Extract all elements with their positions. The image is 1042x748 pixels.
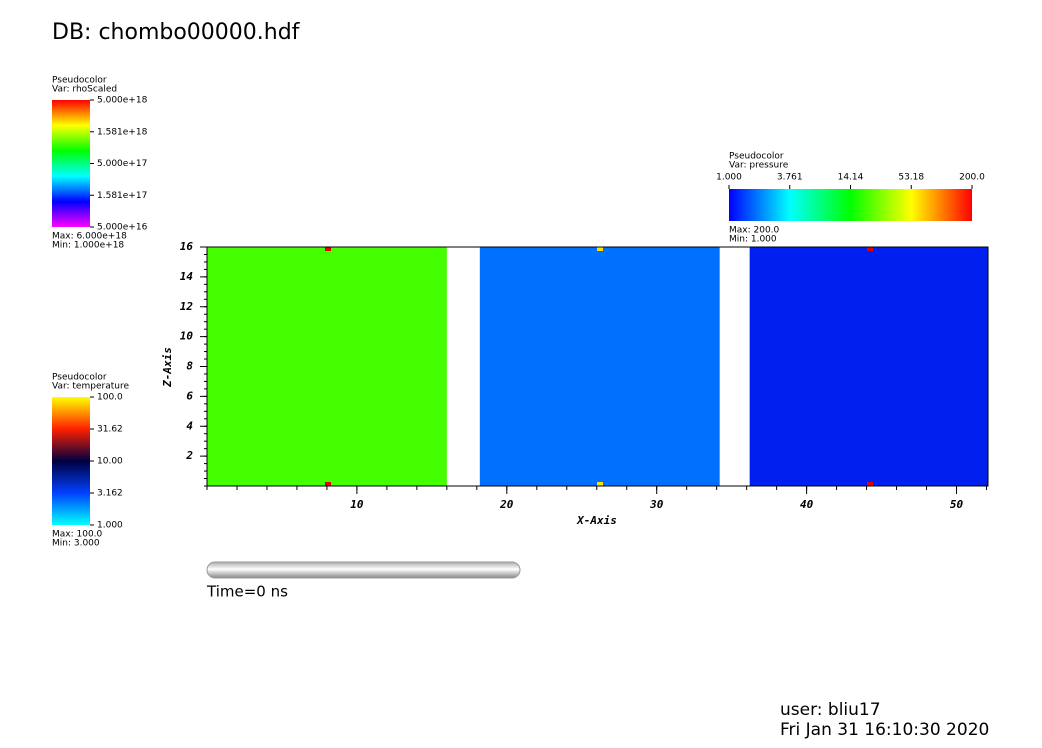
legend-max: Max: 6.000e+18 (52, 232, 127, 242)
y-tick-label: 14 (180, 270, 194, 283)
time-slider[interactable] (206, 561, 521, 579)
legend-label: 1.581e+17 (97, 191, 147, 201)
legend-label: 200.0 (959, 173, 985, 183)
db-title: DB: chombo00000.hdf (52, 20, 301, 45)
x-tick-label: 10 (350, 498, 364, 511)
legend-min: Min: 1.000 (729, 235, 777, 245)
time-label: Time=0 ns (206, 583, 288, 601)
block (207, 247, 447, 486)
y-tick-label: 8 (186, 360, 193, 373)
colorbar (52, 397, 90, 525)
legend-label: 1.000 (97, 521, 123, 531)
legend-title: Pseudocolor (729, 152, 784, 162)
marker (597, 482, 603, 486)
date-label: Fri Jan 31 16:10:30 2020 (780, 720, 989, 740)
legend-title: Pseudocolor (52, 76, 107, 86)
y-tick-label: 10 (180, 330, 194, 343)
y-tick-label: 12 (180, 300, 194, 313)
legend-label: 14.14 (838, 173, 864, 183)
legend-label: 53.18 (898, 173, 924, 183)
marker (867, 482, 873, 486)
y-tick-label: 6 (186, 389, 193, 402)
x-tick-label: 20 (499, 498, 514, 511)
legend-label: 1.000 (716, 173, 742, 183)
legend-label: 5.000e+17 (97, 159, 147, 169)
user-label: user: bliu17 (780, 700, 881, 720)
legend-title: Pseudocolor (52, 373, 107, 383)
legend-label: 1.581e+18 (97, 127, 148, 137)
legend-max: Max: 200.0 (729, 226, 780, 236)
legend-min: Min: 3.000 (52, 539, 100, 549)
legend-label: 5.000e+16 (97, 223, 148, 233)
colorbar (729, 189, 972, 221)
marker (325, 482, 331, 486)
legend-label: 3.761 (777, 173, 803, 183)
marker (597, 247, 603, 251)
y-axis-label: Z-Axis (161, 347, 174, 388)
legend-label: 5.000e+18 (97, 96, 148, 106)
legend-label: 100.0 (97, 393, 123, 403)
x-tick-label: 40 (800, 498, 814, 511)
legend-label: 10.00 (97, 457, 123, 467)
legend-label: 3.162 (97, 489, 123, 499)
legend-var: Var: rhoScaled (52, 85, 117, 95)
colorbar (52, 100, 90, 227)
marker (867, 247, 873, 251)
y-tick-label: 2 (185, 449, 193, 462)
legend-min: Min: 1.000e+18 (52, 241, 124, 251)
x-axis-label: X-Axis (576, 514, 617, 527)
y-tick-label: 4 (186, 419, 193, 432)
y-tick-label: 16 (180, 240, 194, 253)
legend-label: 31.62 (97, 425, 123, 435)
legend-max: Max: 100.0 (52, 530, 103, 540)
block (479, 247, 720, 486)
x-tick-label: 50 (950, 498, 964, 511)
legend-var: Var: temperature (52, 382, 129, 392)
block (749, 247, 988, 486)
x-tick-label: 30 (649, 498, 664, 511)
marker (325, 247, 331, 251)
legend-var: Var: pressure (729, 161, 789, 171)
